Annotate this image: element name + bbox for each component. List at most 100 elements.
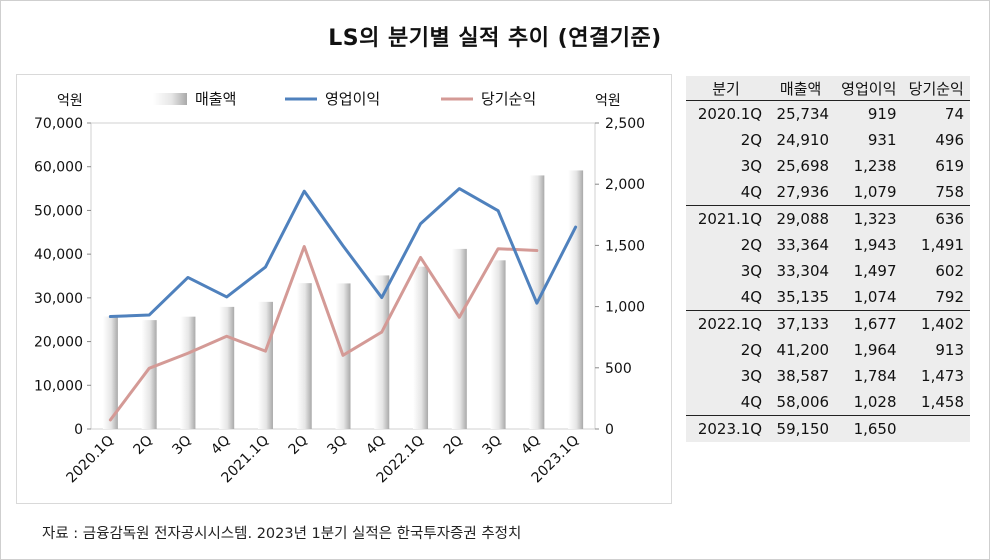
right-tick-label: 2,000 xyxy=(605,177,645,193)
left-tick-label: 40,000 xyxy=(34,247,83,263)
left-tick-label: 50,000 xyxy=(34,203,83,219)
left-tick-label: 60,000 xyxy=(34,160,83,176)
bar-sales xyxy=(413,266,429,429)
x-tick-label: 2020.1Q xyxy=(63,433,117,487)
table-value-cell: 25,698 xyxy=(776,157,830,175)
table-header-cell: 매출액 xyxy=(766,76,836,101)
bar-sales xyxy=(490,260,506,429)
table-value-cell: 1,943 xyxy=(853,236,897,254)
legend-label-op: 영업이익 xyxy=(325,90,380,108)
table-value-cell: 1,074 xyxy=(853,288,897,306)
table-value-cell: 1,323 xyxy=(835,205,903,232)
table-quarter-cell: 4Q xyxy=(740,288,763,306)
left-tick-label: 20,000 xyxy=(34,335,83,351)
table-quarter-cell: 2020.1Q xyxy=(697,105,763,123)
table-value-cell: 1,497 xyxy=(853,262,897,280)
table-row: 2Q 33,364 1,943 1,491 xyxy=(686,232,970,258)
table-quarter-cell: 2022.1Q xyxy=(686,310,767,337)
table-value-cell: 619 xyxy=(935,157,964,175)
table-quarter-cell: 2Q xyxy=(740,236,763,254)
x-tick-label: 4Q xyxy=(363,433,388,458)
left-tick-label: 10,000 xyxy=(34,378,83,394)
table-row: 4Q 58,006 1,028 1,458 xyxy=(686,389,970,416)
legend-label-sales: 매출액 xyxy=(195,90,236,108)
bar-sales xyxy=(257,301,273,429)
chart-title: LS의 분기별 실적 추이 (연결기준) xyxy=(328,26,662,51)
right-tick-label: 0 xyxy=(605,422,614,438)
x-tick-label: 2Q xyxy=(441,433,466,458)
table-value-cell: 33,364 xyxy=(776,236,830,254)
chart-area: 0 10,000 20,000 30,000 40,000 50,000 60,000 70,… xyxy=(16,74,672,504)
table-header-cell: 영업이익 xyxy=(835,76,903,101)
bar-sales xyxy=(102,316,118,429)
table-value-cell: 41,200 xyxy=(776,341,830,359)
table-value-cell: 1,964 xyxy=(853,341,897,359)
table-value-cell: 1,238 xyxy=(853,157,897,175)
table-row: 3Q 33,304 1,497 602 xyxy=(686,258,970,284)
x-tick-label: 2Q xyxy=(286,433,311,458)
table-value-cell: 496 xyxy=(935,131,964,149)
table-value-cell: 602 xyxy=(935,262,964,280)
table-row: 2021.1Q 29,088 1,323 636 xyxy=(686,205,970,232)
table-quarter-cell: 4Q xyxy=(740,393,763,411)
data-table: 분기 매출액 영업이익 당기순익 2020.1Q 25,734 919 74 2Q 24,910… xyxy=(686,76,970,442)
right-tick-label: 1,000 xyxy=(605,300,645,316)
right-tick-label: 1,500 xyxy=(605,238,645,254)
x-tick-label: 4Q xyxy=(208,433,233,458)
table-quarter-cell: 4Q xyxy=(740,183,763,201)
table-value-cell: 1,650 xyxy=(835,415,903,442)
left-tick-label: 30,000 xyxy=(34,291,83,307)
table-value-cell: 1,784 xyxy=(853,367,897,385)
line-operating-profit xyxy=(108,187,578,319)
table-value-cell: 931 xyxy=(867,131,897,149)
table-value-cell: 1,028 xyxy=(853,393,897,411)
table-row: 4Q 27,936 1,079 758 xyxy=(686,179,970,206)
bar-sales xyxy=(141,320,157,429)
table-quarter-cell: 3Q xyxy=(740,367,763,385)
table-row: 4Q 35,135 1,074 792 xyxy=(686,284,970,311)
table-body: 2020.1Q 25,734 919 74 2Q 24,910 931 496 3Q 25,698… xyxy=(686,100,970,442)
table-value-cell: 1,458 xyxy=(921,393,964,411)
source-note: 자료 : 금융감독원 전자공시시스템. 2023년 1분기 실적은 한국투자증권… xyxy=(42,526,522,542)
table-header-cell: 당기순익 xyxy=(902,76,970,101)
table-value-cell: 29,088 xyxy=(766,205,836,232)
table-header-row: 분기 매출액 영업이익 당기순익 xyxy=(686,76,970,101)
table-value-cell: 913 xyxy=(935,341,964,359)
table-value-cell: 758 xyxy=(935,183,964,201)
right-tick-label: 500 xyxy=(605,361,632,377)
table-value-cell: 1,473 xyxy=(921,367,964,385)
table-value-cell: 58,006 xyxy=(776,393,830,411)
table-value-cell: 37,133 xyxy=(766,310,836,337)
table-value-cell: 24,910 xyxy=(776,131,830,149)
table-row: 2023.1Q 59,150 1,650 xyxy=(686,415,970,442)
x-tick-label: 3Q xyxy=(169,433,194,458)
table-value-cell: 1,402 xyxy=(902,310,970,337)
bar-sales xyxy=(219,306,235,429)
table-quarter-cell: 2Q xyxy=(740,131,763,149)
table-header-cell: 분기 xyxy=(686,76,767,101)
table-value-cell: 25,734 xyxy=(776,105,830,123)
line-net-income xyxy=(108,245,539,422)
table-value-cell: 59,150 xyxy=(766,415,836,442)
bar-sales xyxy=(568,170,584,429)
table-value-cell: 27,936 xyxy=(776,183,830,201)
x-tick-label: 2Q xyxy=(131,433,156,458)
legend-label-net: 당기순익 xyxy=(481,90,536,108)
table-value-cell: 792 xyxy=(935,288,964,306)
table-quarter-cell: 3Q xyxy=(740,157,763,175)
table-row: 2020.1Q 25,734 919 74 xyxy=(686,100,970,127)
table-value-cell: 74 xyxy=(944,105,964,123)
left-axis-unit: 억원 xyxy=(57,93,83,109)
right-axis-unit: 억원 xyxy=(595,93,621,109)
table-row: 2022.1Q 37,133 1,677 1,402 xyxy=(686,310,970,337)
left-tick-label: 0 xyxy=(74,422,83,438)
right-tick-label: 2,500 xyxy=(605,116,645,132)
table-quarter-cell: 2023.1Q xyxy=(686,415,767,442)
x-tick-label: 4Q xyxy=(518,433,543,458)
table-value-cell: 35,135 xyxy=(776,288,830,306)
table-row: 3Q 25,698 1,238 619 xyxy=(686,153,970,179)
table-value-cell: 1,491 xyxy=(921,236,964,254)
table-value-cell: 636 xyxy=(902,205,970,232)
table-row: 3Q 38,587 1,784 1,473 xyxy=(686,363,970,389)
table-value-cell: 1,079 xyxy=(853,183,897,201)
